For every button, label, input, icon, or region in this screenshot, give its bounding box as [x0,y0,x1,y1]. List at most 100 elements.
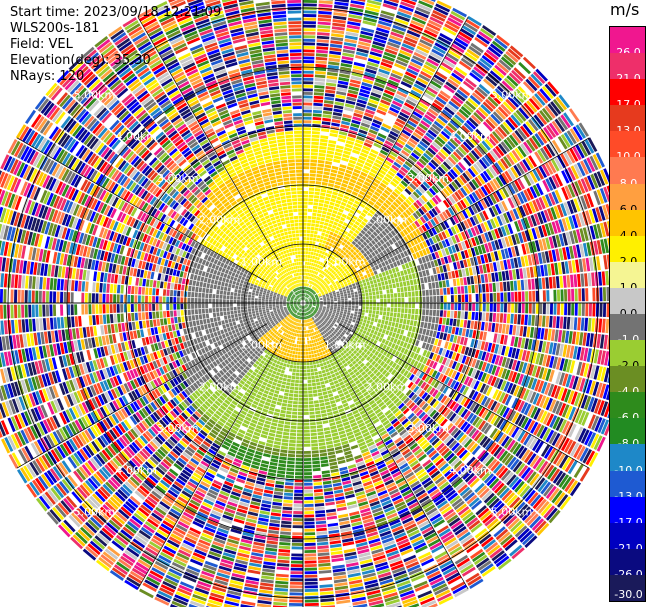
velocity-gate [495,505,508,517]
velocity-gate [463,103,474,113]
velocity-gate [529,437,538,450]
velocity-gate [427,510,440,519]
velocity-gate [394,437,403,444]
velocity-gate [393,97,404,105]
velocity-gate [548,222,555,235]
velocity-gate [406,185,414,193]
velocity-gate [603,303,607,317]
velocity-gate [508,396,516,408]
velocity-gate [519,530,533,543]
velocity-gate [303,109,312,113]
velocity-gate [414,514,427,522]
velocity-gate [519,325,524,337]
velocity-gate [365,255,370,261]
velocity-gate [357,360,363,365]
velocity-gate [409,247,415,254]
velocity-gate [520,83,533,96]
velocity-gate [343,311,347,315]
velocity-gate [361,412,368,419]
velocity-gate [536,522,550,536]
velocity-gate [305,303,309,305]
velocity-gate [387,402,395,409]
velocity-gate [378,217,385,223]
velocity-gate [470,133,480,144]
velocity-gate [331,122,340,127]
velocity-gate [494,64,507,76]
velocity-gate [353,316,357,320]
velocity-gate [326,150,335,155]
velocity-gate [312,278,316,282]
velocity-gate [428,538,441,548]
velocity-gate [443,295,447,303]
velocity-gate [367,212,373,218]
velocity-gate [344,319,349,323]
velocity-gate [468,329,473,338]
velocity-gate [383,324,388,330]
velocity-gate [418,158,427,166]
velocity-gate [361,293,365,297]
velocity-gate [339,274,344,278]
velocity-gate [435,402,443,411]
velocity-gate [461,566,476,577]
velocity-gate [379,360,385,367]
velocity-gate [578,258,584,273]
velocity-gate [433,6,449,16]
velocity-gate [416,398,423,406]
velocity-gate [383,143,392,150]
velocity-gate [377,443,386,450]
velocity-gate [330,216,335,221]
velocity-gate [415,468,425,477]
velocity-gate [308,205,313,209]
velocity-gate [334,5,349,10]
velocity-gate [372,334,377,339]
velocity-gate [379,446,388,453]
velocity-gate [543,328,549,341]
velocity-gate [321,284,324,288]
velocity-gate [486,182,495,193]
velocity-gate [448,517,461,527]
velocity-gate [345,325,350,329]
velocity-gate [528,137,539,150]
velocity-gate [309,293,312,296]
velocity-gate [599,334,605,349]
velocity-gate [342,315,346,319]
velocity-gate [520,143,530,156]
velocity-gate [376,219,382,226]
velocity-gate [306,276,309,280]
velocity-gate [308,284,310,287]
velocity-gate [508,324,513,335]
velocity-gate [319,295,322,298]
velocity-gate [374,283,378,288]
velocity-gate [352,203,359,209]
velocity-gate [393,338,398,344]
velocity-gate [360,333,365,338]
velocity-gate [349,379,355,385]
velocity-gate [532,169,541,182]
velocity-gate [578,303,582,316]
velocity-gate [570,199,578,213]
velocity-gate [336,337,340,342]
velocity-gate [435,71,448,80]
velocity-gate [444,143,454,153]
velocity-gate [360,122,370,128]
velocity-gate [351,328,356,333]
velocity-gate [359,299,362,303]
velocity-gate [489,283,493,293]
velocity-gate [472,294,476,302]
velocity-gate [365,296,369,300]
velocity-gate [451,270,456,279]
velocity-gate [568,423,577,438]
velocity-gate [423,192,431,201]
velocity-gate [573,163,583,178]
velocity-gate [391,28,405,36]
velocity-gate [485,118,496,130]
velocity-gate [320,188,327,193]
velocity-gate [404,188,412,196]
velocity-gate [390,418,398,425]
velocity-gate [376,323,381,328]
velocity-gate [567,440,577,455]
velocity-gate [320,235,325,240]
velocity-gate [365,238,371,244]
velocity-gate [311,216,317,220]
velocity-gate [433,99,445,108]
